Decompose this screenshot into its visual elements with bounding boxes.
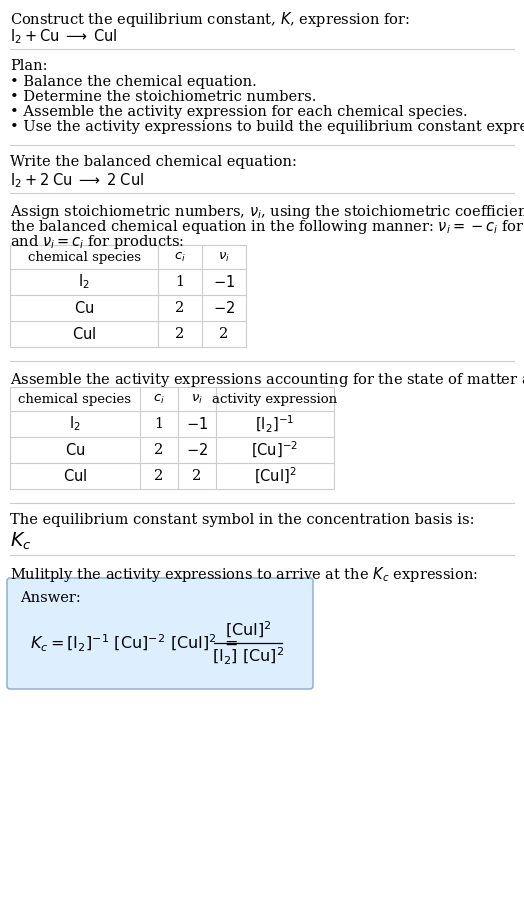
Text: • Use the activity expressions to build the equilibrium constant expression.: • Use the activity expressions to build … (10, 120, 524, 134)
Text: $\nu_i$: $\nu_i$ (191, 393, 203, 405)
Text: 2: 2 (155, 469, 163, 483)
Bar (10, 387, 334, 489)
Text: Plan:: Plan: (10, 59, 48, 73)
Text: $[\mathrm{CuI}]^{2}$: $[\mathrm{CuI}]^{2}$ (254, 466, 297, 486)
Text: $c_i$: $c_i$ (174, 251, 186, 263)
Text: $\mathrm{I_2}$: $\mathrm{I_2}$ (69, 414, 81, 433)
Text: Mulitply the activity expressions to arrive at the $K_c$ expression:: Mulitply the activity expressions to arr… (10, 565, 478, 584)
Text: the balanced chemical equation in the following manner: $\nu_i = -c_i$ for react: the balanced chemical equation in the fo… (10, 218, 524, 236)
Text: 1: 1 (176, 275, 184, 289)
Text: • Balance the chemical equation.: • Balance the chemical equation. (10, 75, 257, 89)
Bar (10, 245, 246, 347)
Text: $[\mathrm{I_2}]\ [\mathrm{Cu}]^{2}$: $[\mathrm{I_2}]\ [\mathrm{Cu}]^{2}$ (212, 645, 284, 666)
Text: $\mathrm{I_2}$: $\mathrm{I_2}$ (78, 272, 90, 291)
Text: Construct the equilibrium constant, $K$, expression for:: Construct the equilibrium constant, $K$,… (10, 10, 410, 29)
Text: $\nu_i$: $\nu_i$ (218, 251, 230, 263)
Text: $[\mathrm{I_2}]^{-1}$: $[\mathrm{I_2}]^{-1}$ (256, 414, 294, 434)
Text: The equilibrium constant symbol in the concentration basis is:: The equilibrium constant symbol in the c… (10, 513, 475, 527)
Text: $\mathrm{Cu}$: $\mathrm{Cu}$ (65, 442, 85, 458)
Text: $-1$: $-1$ (186, 416, 208, 432)
Text: $K_c$: $K_c$ (10, 531, 31, 552)
Text: $\mathrm{CuI}$: $\mathrm{CuI}$ (72, 326, 96, 342)
Text: Assign stoichiometric numbers, $\nu_i$, using the stoichiometric coefficients, $: Assign stoichiometric numbers, $\nu_i$, … (10, 203, 524, 221)
Text: $-1$: $-1$ (213, 274, 235, 290)
Text: 2: 2 (155, 443, 163, 457)
Text: $c_i$: $c_i$ (153, 393, 165, 405)
Text: and $\nu_i = c_i$ for products:: and $\nu_i = c_i$ for products: (10, 233, 184, 251)
Text: 1: 1 (155, 417, 163, 431)
FancyBboxPatch shape (7, 578, 313, 689)
Text: $[\mathrm{Cu}]^{-2}$: $[\mathrm{Cu}]^{-2}$ (252, 440, 299, 460)
Text: $\mathrm{CuI}$: $\mathrm{CuI}$ (63, 468, 87, 484)
Text: Write the balanced chemical equation:: Write the balanced chemical equation: (10, 155, 297, 169)
Text: 2: 2 (220, 327, 228, 341)
Text: Assemble the activity expressions accounting for the state of matter and $\nu_i$: Assemble the activity expressions accoun… (10, 371, 524, 389)
Text: • Determine the stoichiometric numbers.: • Determine the stoichiometric numbers. (10, 90, 316, 104)
Text: $-2$: $-2$ (213, 300, 235, 316)
Text: $-2$: $-2$ (186, 442, 208, 458)
Text: $[\mathrm{CuI}]^2$: $[\mathrm{CuI}]^2$ (225, 620, 271, 640)
Text: 2: 2 (176, 301, 184, 315)
Text: $\mathrm{I_2 + 2\;Cu \;\longrightarrow\; 2\;CuI}$: $\mathrm{I_2 + 2\;Cu \;\longrightarrow\;… (10, 171, 144, 190)
Text: chemical species: chemical species (18, 393, 132, 405)
Text: activity expression: activity expression (212, 393, 337, 405)
Text: $\mathrm{Cu}$: $\mathrm{Cu}$ (74, 300, 94, 316)
Text: Answer:: Answer: (20, 591, 81, 605)
Text: $K_c = [\mathrm{I_2}]^{-1}\ [\mathrm{Cu}]^{-2}\ [\mathrm{CuI}]^{2}\ =$: $K_c = [\mathrm{I_2}]^{-1}\ [\mathrm{Cu}… (30, 633, 238, 654)
Text: chemical species: chemical species (27, 251, 140, 263)
Text: 2: 2 (176, 327, 184, 341)
Text: $\mathrm{I_2 + Cu \;\longrightarrow\; CuI}$: $\mathrm{I_2 + Cu \;\longrightarrow\; Cu… (10, 27, 118, 46)
Text: • Assemble the activity expression for each chemical species.: • Assemble the activity expression for e… (10, 105, 467, 119)
Text: 2: 2 (192, 469, 202, 483)
